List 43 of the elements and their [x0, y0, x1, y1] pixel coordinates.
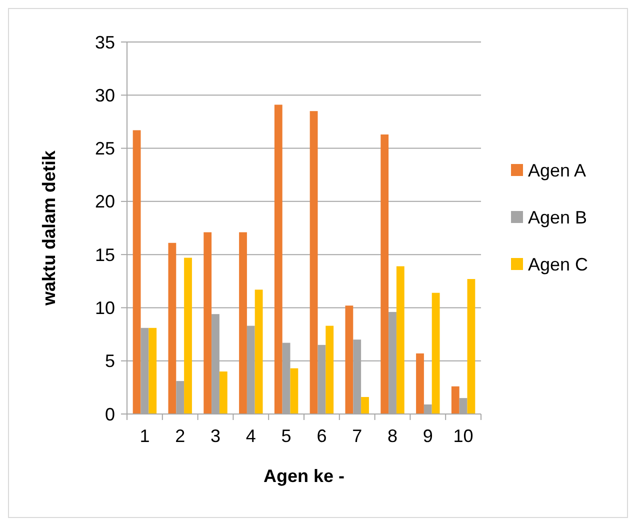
x-tick-label: 5 — [281, 426, 292, 446]
y-tick-label: 10 — [94, 298, 115, 318]
bar — [380, 134, 389, 414]
bar — [361, 396, 369, 414]
bar — [184, 258, 192, 414]
y-tick-label: 0 — [104, 404, 115, 424]
bar — [204, 232, 212, 414]
y-tick-label: 20 — [94, 192, 115, 212]
bar — [219, 371, 228, 414]
x-tick-label: 8 — [387, 426, 398, 446]
bar — [254, 290, 263, 414]
x-tick-label: 10 — [453, 426, 474, 446]
x-axis-title: Agen ke - — [263, 466, 345, 486]
y-tick-label: 25 — [94, 138, 115, 159]
x-tick-label: 3 — [210, 426, 221, 446]
y-tick-label: 5 — [104, 351, 115, 372]
bar — [148, 328, 157, 414]
y-axis-title: waktu dalam detik — [39, 149, 59, 307]
bar — [168, 242, 176, 414]
y-tick-label: 15 — [94, 244, 115, 265]
x-tick-label: 2 — [175, 426, 186, 446]
y-tick-label: 30 — [94, 85, 115, 106]
x-tick-label: 1 — [140, 426, 150, 446]
bar — [290, 368, 298, 414]
x-tick-label: 9 — [422, 426, 433, 446]
bar — [345, 306, 354, 414]
x-tick-label: 4 — [246, 426, 256, 446]
legend-label: Agen C — [528, 254, 588, 274]
bar — [396, 266, 404, 414]
y-tick-label: 35 — [94, 32, 115, 52]
bar — [310, 111, 318, 414]
bar — [432, 292, 440, 414]
bar — [132, 130, 141, 414]
legend-label: Agen B — [528, 207, 588, 228]
bar — [416, 353, 424, 414]
bar — [326, 326, 334, 414]
x-tick-label: 6 — [316, 426, 327, 446]
legend-label: Agen A — [528, 160, 586, 180]
bar — [467, 279, 476, 414]
bar — [451, 386, 460, 414]
bar — [239, 232, 247, 414]
x-tick-label: 7 — [352, 426, 362, 446]
bar — [274, 104, 282, 414]
